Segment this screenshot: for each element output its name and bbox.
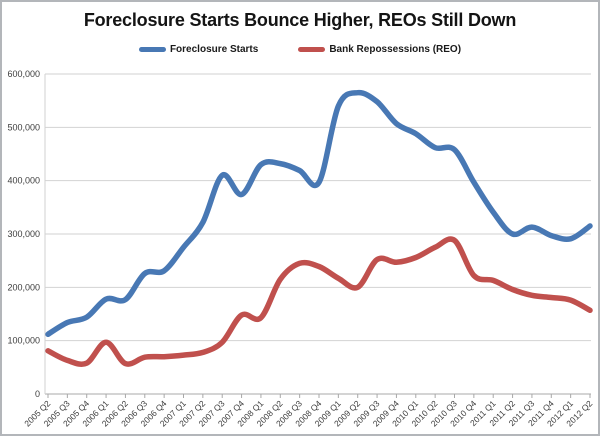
legend: Foreclosure Starts Bank Repossessions (R…	[2, 44, 598, 55]
chart-title: Foreclosure Starts Bounce Higher, REOs S…	[83, 10, 517, 30]
legend-swatch-foreclosure-starts-icon	[138, 47, 166, 52]
series-line-foreclosure-starts	[45, 89, 593, 338]
legend-item-bank-repossessions: Bank Repossessions (REO)	[298, 44, 461, 55]
series-line-bank-repossessions	[45, 236, 593, 367]
legend-label-foreclosure-starts: Foreclosure Starts	[169, 44, 259, 55]
y-axis-label: 400,000	[7, 176, 40, 186]
y-axis-label: 200,000	[7, 282, 40, 292]
y-axis-label: 600,000	[7, 69, 40, 79]
y-axis-label: 300,000	[7, 229, 40, 239]
y-axis-label: 100,000	[7, 336, 40, 346]
y-axis-label: 500,000	[7, 122, 40, 132]
legend-swatch-bank-repossessions-icon	[298, 47, 326, 52]
legend-item-foreclosure-starts: Foreclosure Starts	[138, 44, 259, 55]
legend-label-bank-repossessions: Bank Repossessions (REO)	[329, 44, 462, 55]
y-axis-label: 0	[35, 389, 40, 399]
